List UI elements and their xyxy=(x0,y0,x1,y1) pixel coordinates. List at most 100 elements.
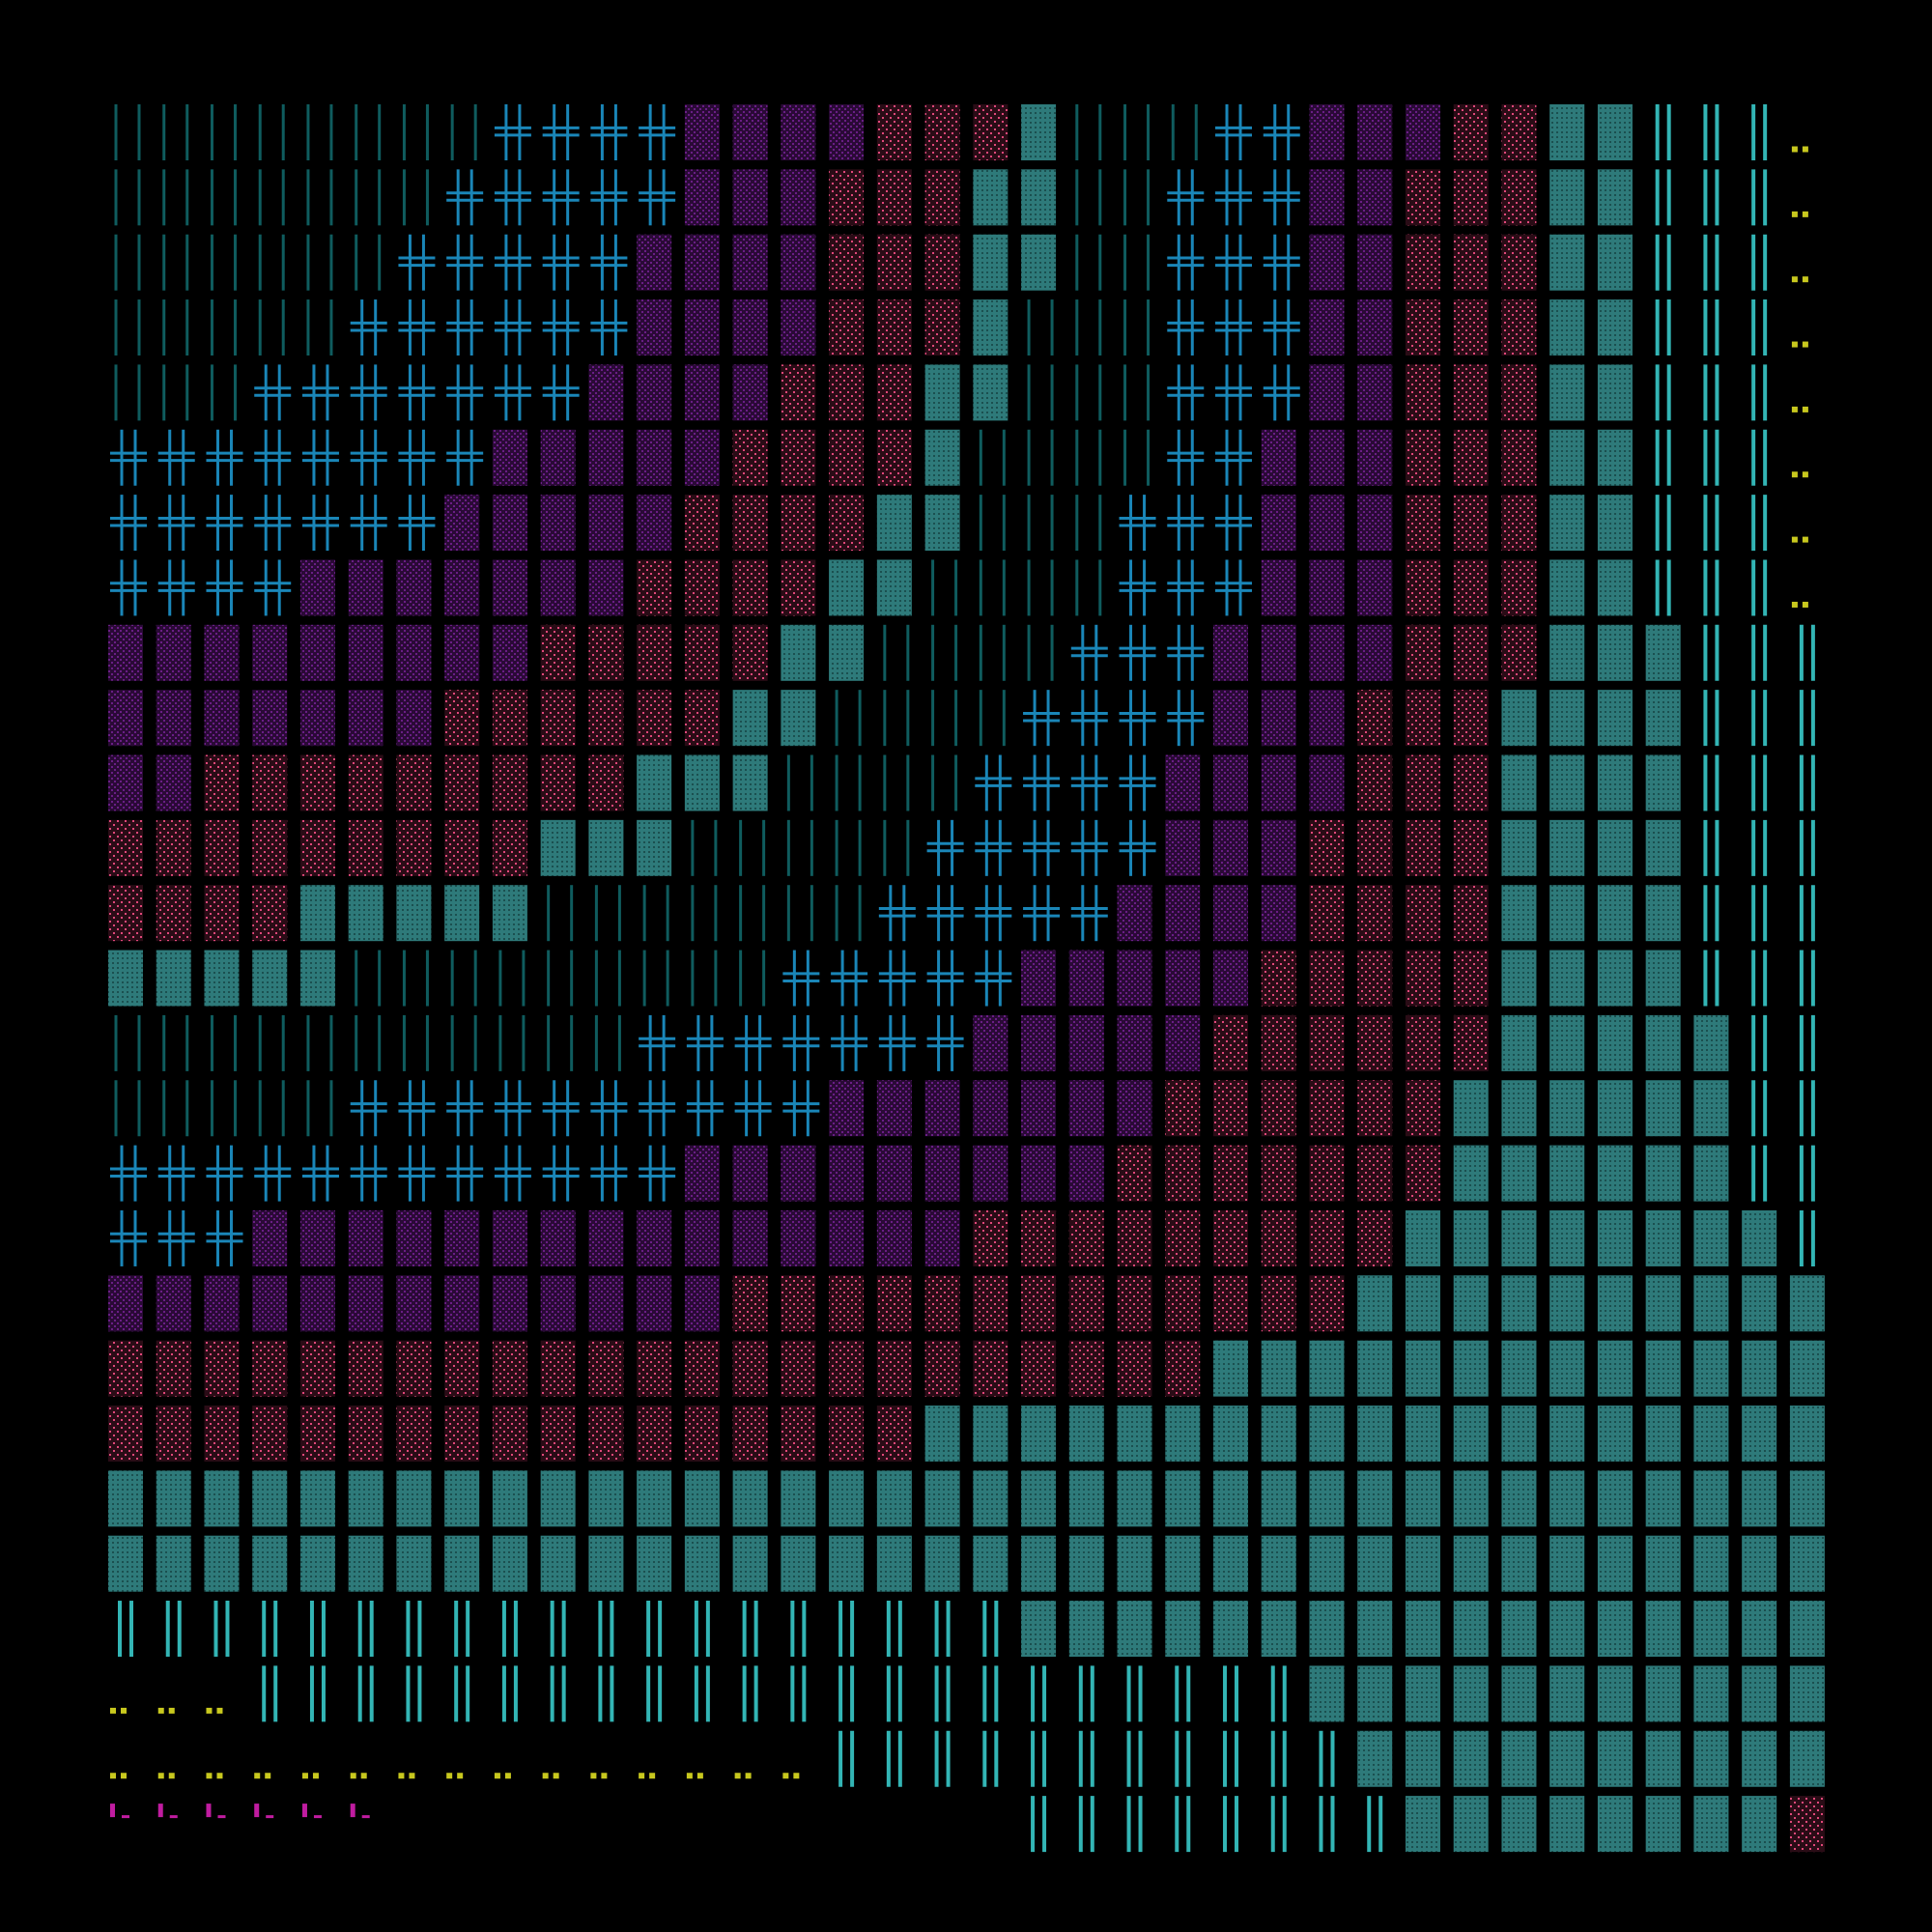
pink-shade xyxy=(444,690,480,747)
teal-block xyxy=(1693,1340,1729,1397)
purple-shade xyxy=(108,624,143,681)
purple-shade xyxy=(348,624,384,681)
purple-shade xyxy=(1213,885,1249,942)
teal-block xyxy=(1021,1470,1057,1527)
teal-block xyxy=(1549,299,1585,356)
purple-shade xyxy=(108,690,143,747)
teal-block xyxy=(1693,1796,1729,1853)
purple-shade xyxy=(1261,495,1296,552)
yellow-dots xyxy=(782,1773,789,1779)
teal-block xyxy=(1261,1470,1296,1527)
pink-shade xyxy=(732,1275,768,1332)
purple-shade xyxy=(1165,754,1201,811)
purple-shade xyxy=(1068,1080,1104,1137)
teal-block xyxy=(1645,950,1681,1007)
purple-shade xyxy=(781,299,816,356)
purple-shade xyxy=(684,169,720,226)
teal-block xyxy=(1549,559,1585,616)
teal-block xyxy=(1549,819,1585,876)
yellow-dots xyxy=(398,1773,405,1779)
purple-shade xyxy=(876,1145,912,1202)
teal-block xyxy=(1501,1601,1537,1658)
teal-block xyxy=(1405,1535,1440,1592)
pink-shade xyxy=(1405,754,1440,811)
pink-shade xyxy=(1309,1014,1345,1071)
teal-block xyxy=(1405,1209,1440,1266)
teal-block xyxy=(348,1470,384,1527)
pink-shade xyxy=(1165,1209,1201,1266)
teal-block xyxy=(876,495,912,552)
pink-shade xyxy=(1021,1275,1057,1332)
teal-block xyxy=(924,495,960,552)
purple-shade xyxy=(348,1275,384,1332)
purple-shade xyxy=(684,234,720,291)
teal-block xyxy=(1742,1665,1777,1722)
yellow-dots xyxy=(1802,146,1808,153)
magenta-mark xyxy=(361,1815,370,1819)
purple-shade xyxy=(684,1145,720,1202)
pink-shade xyxy=(1501,104,1537,160)
teal-block xyxy=(1117,1601,1152,1658)
yellow-dots xyxy=(504,1773,511,1779)
purple-shade xyxy=(444,559,480,616)
pink-shade xyxy=(684,1340,720,1397)
pink-shade xyxy=(1357,885,1393,942)
purple-shade xyxy=(1021,1014,1057,1071)
teal-block xyxy=(1453,1730,1489,1787)
pink-shade xyxy=(1453,819,1489,876)
teal-block xyxy=(924,1406,960,1462)
pink-shade xyxy=(1501,299,1537,356)
teal-block xyxy=(1597,1406,1633,1462)
teal-block xyxy=(1357,1665,1393,1722)
teal-block xyxy=(1021,1406,1057,1462)
pink-shade xyxy=(1453,169,1489,226)
magenta-mark xyxy=(169,1815,178,1819)
purple-shade xyxy=(1309,169,1345,226)
teal-block xyxy=(781,1470,816,1527)
purple-shade xyxy=(1213,950,1249,1007)
pink-shade xyxy=(876,299,912,356)
teal-block xyxy=(588,1535,624,1592)
teal-block xyxy=(732,690,768,747)
teal-block xyxy=(1501,885,1537,942)
yellow-dots xyxy=(696,1773,703,1779)
yellow-dots xyxy=(121,1773,127,1779)
purple-shade xyxy=(299,1275,335,1332)
yellow-dots xyxy=(254,1773,261,1779)
teal-block xyxy=(1501,819,1537,876)
pink-shade xyxy=(156,885,191,942)
teal-block xyxy=(108,1535,143,1592)
pink-shade xyxy=(1213,1209,1249,1266)
teal-block xyxy=(1645,1470,1681,1527)
purple-shade xyxy=(108,754,143,811)
glyph-grid xyxy=(108,104,1825,1853)
teal-block xyxy=(1549,495,1585,552)
pink-shade xyxy=(1789,1796,1825,1853)
pink-shade xyxy=(1261,1275,1296,1332)
yellow-dots xyxy=(265,1773,271,1779)
pink-shade xyxy=(1405,690,1440,747)
yellow-dots xyxy=(350,1773,356,1779)
purple-shade xyxy=(684,364,720,421)
teal-block xyxy=(1213,1470,1249,1527)
teal-block xyxy=(299,1470,335,1527)
teal-block xyxy=(1453,1665,1489,1722)
purple-shade xyxy=(973,1014,1009,1071)
pink-shade xyxy=(1453,885,1489,942)
teal-block xyxy=(637,819,672,876)
teal-block xyxy=(1357,1406,1393,1462)
yellow-dots xyxy=(1791,146,1798,153)
pink-shade xyxy=(1405,429,1440,486)
teal-block xyxy=(204,950,240,1007)
teal-block xyxy=(1501,1535,1537,1592)
pink-shade xyxy=(396,1406,432,1462)
teal-block xyxy=(1789,1275,1825,1332)
teal-block xyxy=(1549,885,1585,942)
pink-shade xyxy=(1261,1145,1296,1202)
purple-shade xyxy=(637,1209,672,1266)
purple-shade xyxy=(299,559,335,616)
purple-shade xyxy=(637,495,672,552)
pink-shade xyxy=(1405,819,1440,876)
pink-shade xyxy=(829,429,865,486)
